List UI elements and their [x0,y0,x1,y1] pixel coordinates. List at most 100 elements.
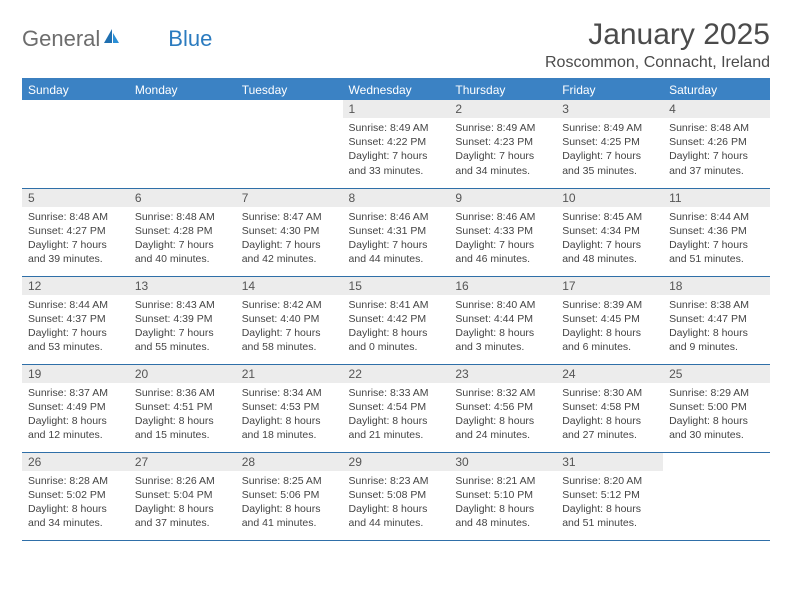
day-info-line: Daylight: 8 hours [349,326,444,340]
day-info: Sunrise: 8:48 AMSunset: 4:26 PMDaylight:… [663,118,770,182]
day-info-line: Sunset: 4:45 PM [562,312,657,326]
calendar-day-cell: 14Sunrise: 8:42 AMSunset: 4:40 PMDayligh… [236,276,343,364]
calendar-day-cell: 24Sunrise: 8:30 AMSunset: 4:58 PMDayligh… [556,364,663,452]
day-number: 15 [343,277,450,295]
day-info-line: Sunrise: 8:47 AM [242,210,337,224]
day-info: Sunrise: 8:38 AMSunset: 4:47 PMDaylight:… [663,295,770,359]
calendar-day-cell: 23Sunrise: 8:32 AMSunset: 4:56 PMDayligh… [449,364,556,452]
calendar-day-cell: 7Sunrise: 8:47 AMSunset: 4:30 PMDaylight… [236,188,343,276]
day-info-line: Sunset: 4:22 PM [349,135,444,149]
day-info: Sunrise: 8:21 AMSunset: 5:10 PMDaylight:… [449,471,556,535]
day-info-line: and 48 minutes. [562,252,657,266]
calendar-day-cell: 8Sunrise: 8:46 AMSunset: 4:31 PMDaylight… [343,188,450,276]
day-info-line: Daylight: 7 hours [562,149,657,163]
day-info-line: Daylight: 8 hours [349,502,444,516]
day-info-line: Daylight: 7 hours [135,238,230,252]
day-info-line: Sunset: 5:08 PM [349,488,444,502]
weekday-header-row: SundayMondayTuesdayWednesdayThursdayFrid… [22,79,770,100]
calendar-week-row: 1Sunrise: 8:49 AMSunset: 4:22 PMDaylight… [22,100,770,188]
day-info-line: Daylight: 7 hours [455,149,550,163]
day-number: 18 [663,277,770,295]
day-info-line: Sunset: 5:04 PM [135,488,230,502]
day-info-line: Daylight: 8 hours [28,502,123,516]
calendar-day-cell: 19Sunrise: 8:37 AMSunset: 4:49 PMDayligh… [22,364,129,452]
day-info-line: Sunrise: 8:21 AM [455,474,550,488]
day-number: 30 [449,453,556,471]
calendar-day-cell: 15Sunrise: 8:41 AMSunset: 4:42 PMDayligh… [343,276,450,364]
day-number: 24 [556,365,663,383]
day-info: Sunrise: 8:26 AMSunset: 5:04 PMDaylight:… [129,471,236,535]
day-info-line: Sunset: 4:47 PM [669,312,764,326]
day-info-line: Sunrise: 8:29 AM [669,386,764,400]
day-info-line: Daylight: 8 hours [455,414,550,428]
weekday-header: Friday [556,79,663,100]
calendar-week-row: 19Sunrise: 8:37 AMSunset: 4:49 PMDayligh… [22,364,770,452]
day-info: Sunrise: 8:44 AMSunset: 4:37 PMDaylight:… [22,295,129,359]
day-info-line: Daylight: 8 hours [669,326,764,340]
weekday-header: Sunday [22,79,129,100]
day-info: Sunrise: 8:33 AMSunset: 4:54 PMDaylight:… [343,383,450,447]
day-info-line: and 3 minutes. [455,340,550,354]
day-info: Sunrise: 8:49 AMSunset: 4:22 PMDaylight:… [343,118,450,182]
day-info-line: Sunset: 5:02 PM [28,488,123,502]
calendar-day-cell: 17Sunrise: 8:39 AMSunset: 4:45 PMDayligh… [556,276,663,364]
calendar-day-cell [22,100,129,188]
day-info-line: Daylight: 8 hours [135,414,230,428]
day-info: Sunrise: 8:32 AMSunset: 4:56 PMDaylight:… [449,383,556,447]
day-info-line: Daylight: 7 hours [669,149,764,163]
day-info-line: and 33 minutes. [349,164,444,178]
calendar-day-cell: 12Sunrise: 8:44 AMSunset: 4:37 PMDayligh… [22,276,129,364]
brand-logo: General Blue [22,18,212,52]
day-info-line: Sunrise: 8:44 AM [669,210,764,224]
day-info-line: and 15 minutes. [135,428,230,442]
calendar-day-cell: 13Sunrise: 8:43 AMSunset: 4:39 PMDayligh… [129,276,236,364]
day-info: Sunrise: 8:28 AMSunset: 5:02 PMDaylight:… [22,471,129,535]
day-info-line: Daylight: 8 hours [669,414,764,428]
day-info-line: Sunset: 4:31 PM [349,224,444,238]
day-info-line: and 18 minutes. [242,428,337,442]
day-number: 20 [129,365,236,383]
day-info-line: Sunset: 4:56 PM [455,400,550,414]
day-info-line: Sunset: 4:53 PM [242,400,337,414]
day-info-line: Sunrise: 8:48 AM [669,121,764,135]
day-info-line: and 21 minutes. [349,428,444,442]
day-info-line: Sunrise: 8:25 AM [242,474,337,488]
calendar-day-cell: 4Sunrise: 8:48 AMSunset: 4:26 PMDaylight… [663,100,770,188]
day-info-line: Daylight: 7 hours [28,326,123,340]
calendar-day-cell [236,100,343,188]
day-info-line: Daylight: 8 hours [455,326,550,340]
day-info-line: Sunset: 4:33 PM [455,224,550,238]
day-info: Sunrise: 8:44 AMSunset: 4:36 PMDaylight:… [663,207,770,271]
day-info-line: Daylight: 7 hours [242,238,337,252]
day-info-line: Sunrise: 8:32 AM [455,386,550,400]
day-number: 1 [343,100,450,118]
day-number: 5 [22,189,129,207]
day-info-line: Daylight: 8 hours [28,414,123,428]
day-info: Sunrise: 8:46 AMSunset: 4:31 PMDaylight:… [343,207,450,271]
calendar-table: SundayMondayTuesdayWednesdayThursdayFrid… [22,78,770,541]
day-info-line: Sunset: 4:26 PM [669,135,764,149]
day-info-line: Daylight: 7 hours [349,149,444,163]
day-info-line: and 51 minutes. [562,516,657,530]
day-info-line: Sunrise: 8:46 AM [349,210,444,224]
day-info: Sunrise: 8:40 AMSunset: 4:44 PMDaylight:… [449,295,556,359]
day-number: 7 [236,189,343,207]
day-number: 14 [236,277,343,295]
day-info-line: and 12 minutes. [28,428,123,442]
day-info-line: Daylight: 8 hours [135,502,230,516]
day-number: 9 [449,189,556,207]
day-info-line: Sunrise: 8:20 AM [562,474,657,488]
weekday-header: Tuesday [236,79,343,100]
calendar-day-cell [129,100,236,188]
calendar-day-cell: 6Sunrise: 8:48 AMSunset: 4:28 PMDaylight… [129,188,236,276]
day-info-line: Sunrise: 8:23 AM [349,474,444,488]
day-info-line: Sunrise: 8:49 AM [455,121,550,135]
day-number: 28 [236,453,343,471]
day-info-line: and 53 minutes. [28,340,123,354]
calendar-day-cell: 25Sunrise: 8:29 AMSunset: 5:00 PMDayligh… [663,364,770,452]
day-info-line: Daylight: 7 hours [135,326,230,340]
day-info: Sunrise: 8:45 AMSunset: 4:34 PMDaylight:… [556,207,663,271]
day-info-line: and 42 minutes. [242,252,337,266]
calendar-day-cell: 28Sunrise: 8:25 AMSunset: 5:06 PMDayligh… [236,452,343,540]
day-info-line: Sunset: 4:36 PM [669,224,764,238]
